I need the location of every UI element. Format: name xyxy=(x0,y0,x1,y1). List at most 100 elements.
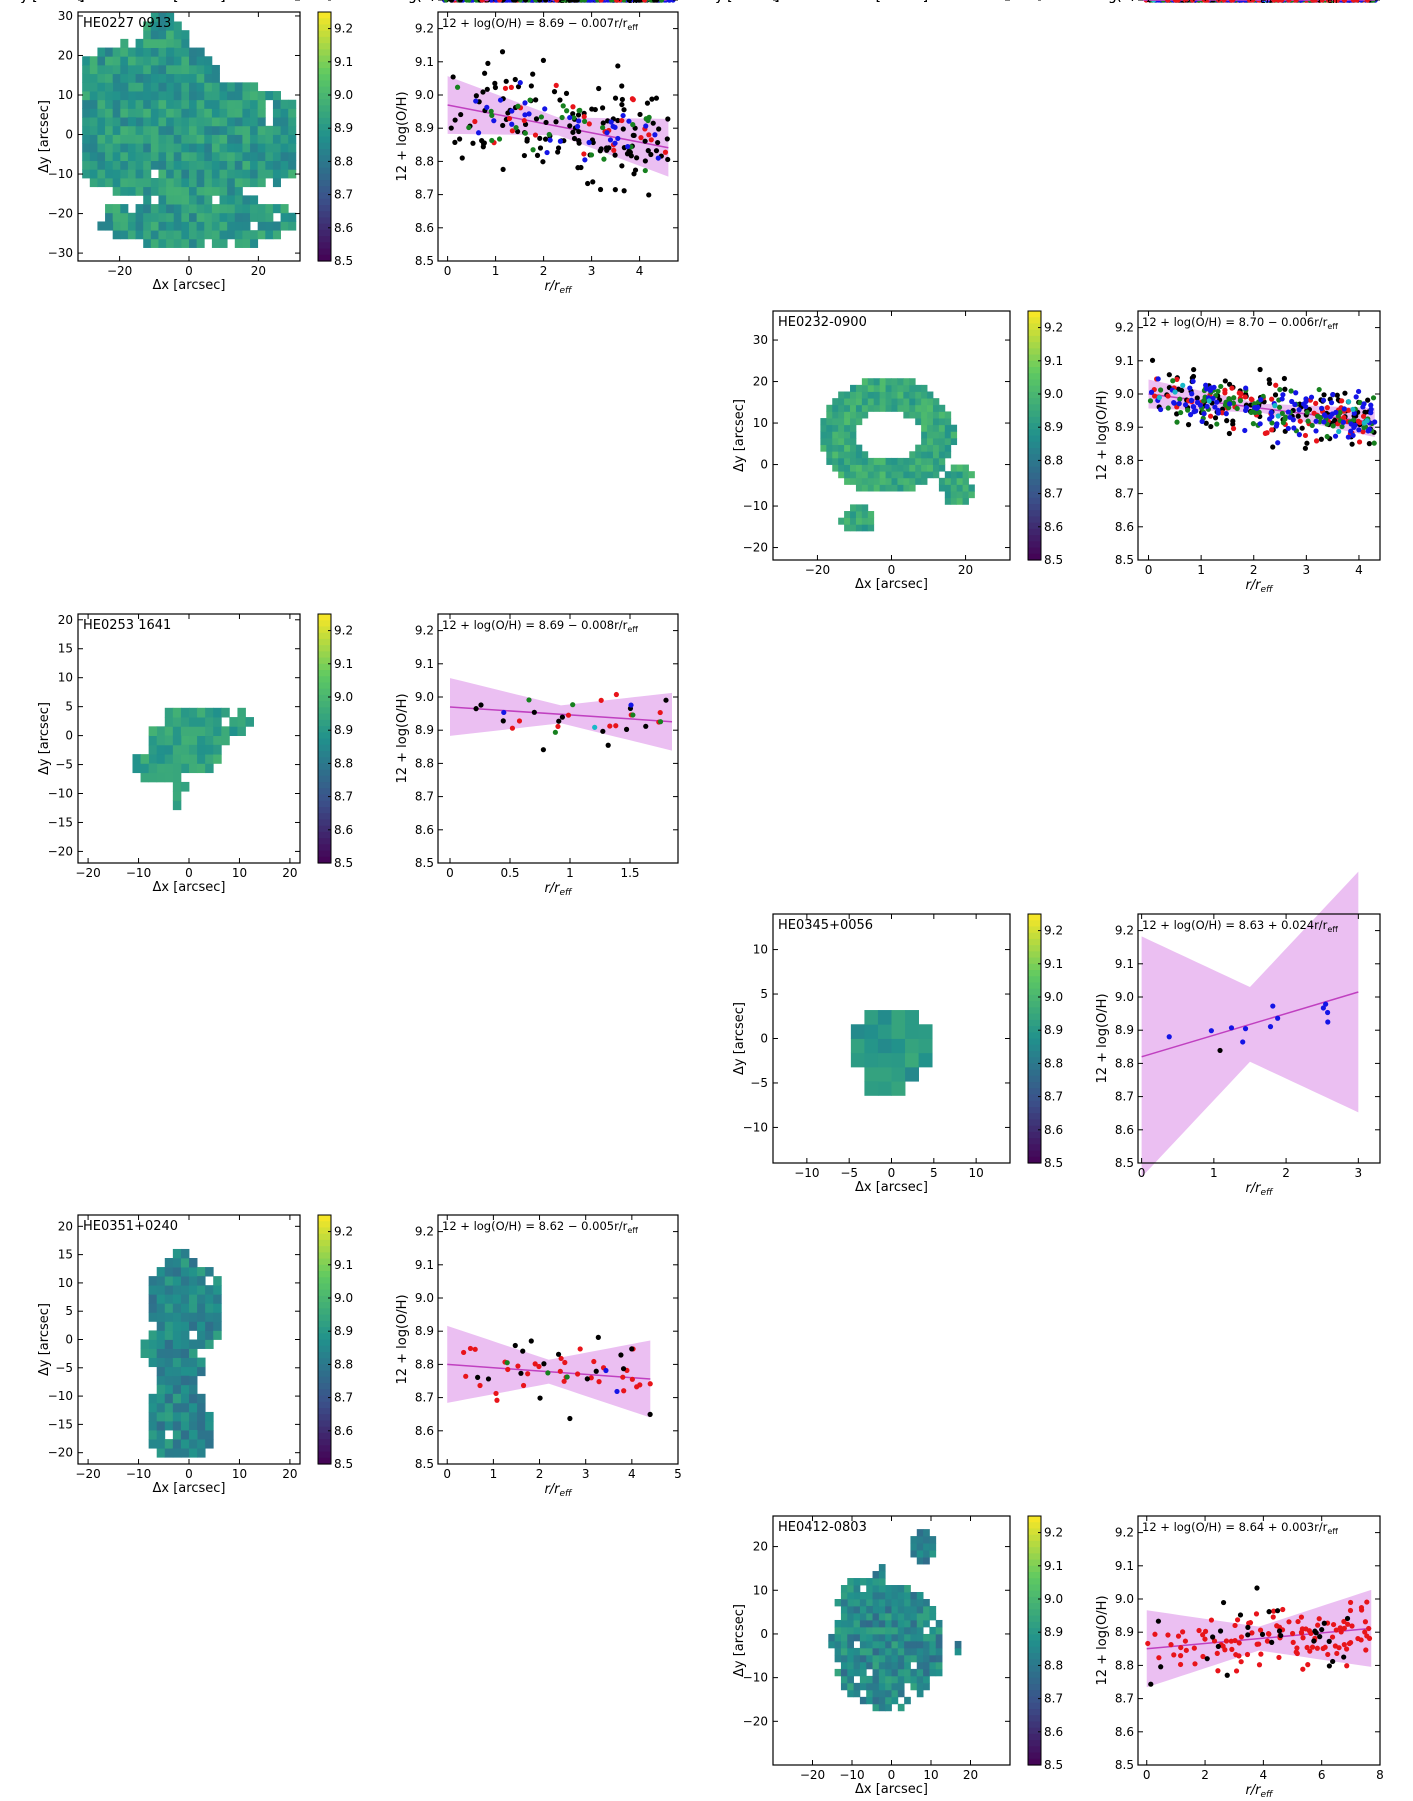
map-pixel xyxy=(197,1339,206,1349)
colorbar-step xyxy=(318,217,331,225)
y-tick-label: 8.8 xyxy=(1115,0,1134,3)
y-tick-label: 9.0 xyxy=(415,0,434,3)
map-pixel xyxy=(213,1312,222,1322)
map-pixel xyxy=(82,134,91,144)
data-point-black xyxy=(485,60,491,66)
x-tick-label: −5 xyxy=(817,0,835,3)
map-pixel xyxy=(847,1599,854,1607)
map-pixel xyxy=(867,524,875,532)
data-point-blue xyxy=(1293,390,1299,396)
y-axis-label: 12 + log(O/H) xyxy=(1095,993,1110,1083)
map-pixel xyxy=(143,160,152,170)
map-pixel xyxy=(885,1703,892,1712)
map-pixel xyxy=(173,212,182,222)
map-pixel xyxy=(938,404,946,412)
map-pixel xyxy=(927,424,934,432)
map-pixel xyxy=(135,125,144,135)
map-pixel xyxy=(204,151,213,162)
map-pixel xyxy=(903,457,910,465)
map-pixel xyxy=(885,398,892,406)
x-tick-label: 0 xyxy=(888,1166,896,1180)
colorbar-step xyxy=(318,670,331,677)
map-pixel xyxy=(265,204,274,214)
data-point-green xyxy=(559,114,565,121)
map-pixel xyxy=(197,1430,206,1440)
data-point-black xyxy=(600,728,606,734)
y-tick-label: 5 xyxy=(760,987,768,1001)
colorbar-tick-label: 9.1 xyxy=(334,1258,353,1272)
colorbar-step xyxy=(318,43,331,50)
map-pixel xyxy=(867,391,875,399)
y-tick-label: 9.0 xyxy=(415,690,434,704)
y-tick-label: −15 xyxy=(48,0,73,3)
map-pixel xyxy=(143,195,152,205)
data-point-red xyxy=(1299,1626,1305,1632)
map-pixel xyxy=(855,524,863,532)
map-pixel xyxy=(158,204,167,214)
data-point-black xyxy=(481,140,487,146)
data-point-red xyxy=(515,1363,521,1369)
map-pixel xyxy=(196,99,205,109)
colorbar-tick-label: 8.6 xyxy=(1044,1725,1063,1739)
data-point-black xyxy=(524,136,530,142)
map-pixel xyxy=(847,1647,854,1656)
map-pixel xyxy=(120,221,129,231)
map-pixel xyxy=(221,707,230,718)
map-pixel xyxy=(861,404,869,412)
colorbar-frame xyxy=(1027,310,1042,561)
map-pixel xyxy=(962,491,969,499)
map-pixel xyxy=(897,1633,905,1642)
map-pixel xyxy=(172,1402,182,1413)
map-pixel xyxy=(878,1696,886,1705)
plot-frame xyxy=(1137,913,1381,1164)
y-tick-label: 9.0 xyxy=(1115,0,1134,3)
map-pixel xyxy=(905,1024,919,1039)
map-pixel xyxy=(242,212,251,222)
map-pixel xyxy=(181,186,190,196)
y-tick-label: −20 xyxy=(48,0,73,3)
data-point-black xyxy=(570,111,576,117)
data-point-red xyxy=(467,1345,474,1352)
x-tick-label: 20 xyxy=(963,1768,978,1782)
map-pixel xyxy=(197,1366,206,1377)
map-pixel xyxy=(916,1647,924,1656)
map-pixel xyxy=(918,1024,933,1039)
map-pixel xyxy=(234,143,243,153)
map-pixel xyxy=(265,169,274,179)
data-point-black xyxy=(1266,1609,1272,1615)
map-pixel xyxy=(861,384,869,392)
map-pixel xyxy=(923,1557,930,1565)
data-point-red xyxy=(1334,1650,1340,1657)
map-pixel xyxy=(172,1267,182,1277)
map-pixel xyxy=(915,451,922,459)
colorbar-step xyxy=(1028,945,1041,952)
map-pixel xyxy=(840,1626,848,1635)
data-point-red xyxy=(1258,1651,1264,1657)
y-tick-label: 8.7 xyxy=(415,0,434,3)
data-point-red xyxy=(502,85,509,91)
y-tick-label: 8.6 xyxy=(1115,1123,1134,1137)
colorbar-step xyxy=(1028,1119,1041,1127)
map-pixel xyxy=(866,1654,873,1663)
data-point-blue xyxy=(1193,408,1199,414)
data-point-red xyxy=(588,1375,594,1381)
map-pixel xyxy=(156,1303,166,1313)
map-pixel xyxy=(211,221,220,231)
map-pixel xyxy=(158,230,167,240)
data-point-blue xyxy=(567,114,573,121)
map-pixel xyxy=(878,1619,886,1628)
data-point-black xyxy=(1203,420,1209,426)
colorbar-step xyxy=(318,800,331,808)
map-pixel xyxy=(180,1339,190,1349)
data-point-black xyxy=(590,179,596,185)
map-pixel xyxy=(840,1682,848,1691)
map-pixel xyxy=(164,1448,174,1458)
y-axis-label: 12 + log(O/H) xyxy=(1061,0,1151,4)
y-tick-label: 8.5 xyxy=(1115,1156,1134,1170)
colorbar-step xyxy=(1028,429,1041,437)
data-point-red xyxy=(1274,1623,1280,1629)
map-pixel xyxy=(859,1612,867,1621)
map-pixel xyxy=(932,404,940,412)
map-pixel xyxy=(840,1661,848,1670)
colorbar-step xyxy=(318,1246,331,1253)
